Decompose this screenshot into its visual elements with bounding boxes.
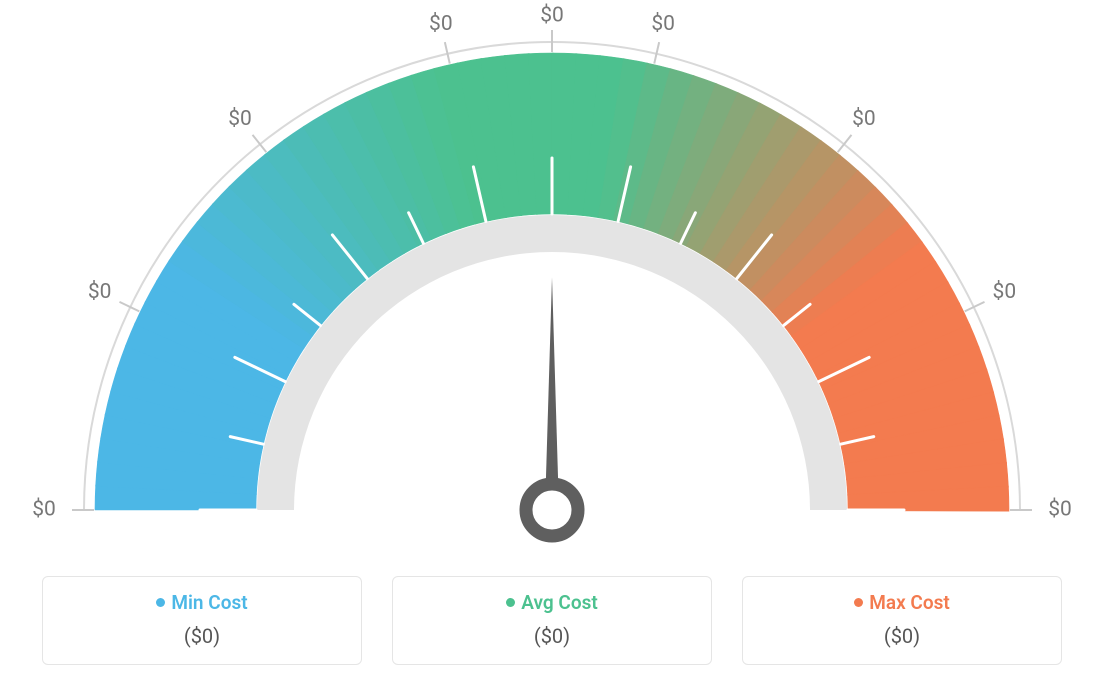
svg-text:$0: $0	[228, 107, 252, 131]
svg-text:$0: $0	[540, 4, 564, 28]
svg-text:$0: $0	[993, 280, 1017, 304]
legend-dot-avg	[506, 598, 515, 607]
gauge-chart: $0 $0 $0 $0 $0 $0 $0 $0 $0	[0, 0, 1104, 570]
legend-row: Min Cost ($0) Avg Cost ($0) Max Cost ($0…	[0, 576, 1104, 665]
legend-label-avg: Avg Cost	[521, 591, 597, 614]
svg-text:$0: $0	[429, 12, 453, 36]
svg-text:$0: $0	[852, 107, 876, 131]
legend-value-avg: ($0)	[403, 624, 701, 648]
svg-text:$0: $0	[88, 280, 112, 304]
gauge-svg: $0 $0 $0 $0 $0 $0 $0 $0 $0	[0, 0, 1104, 570]
legend-dot-min	[156, 598, 165, 607]
legend-label-min: Min Cost	[171, 591, 247, 614]
legend-title-max: Max Cost	[854, 591, 950, 614]
legend-title-avg: Avg Cost	[506, 591, 597, 614]
legend-value-min: ($0)	[53, 624, 351, 648]
legend-card-avg: Avg Cost ($0)	[392, 576, 712, 665]
legend-value-max: ($0)	[753, 624, 1051, 648]
svg-text:$0: $0	[651, 12, 675, 36]
legend-title-min: Min Cost	[156, 591, 247, 614]
svg-text:$0: $0	[32, 498, 56, 522]
legend-dot-max	[854, 598, 863, 607]
legend-card-max: Max Cost ($0)	[742, 576, 1062, 665]
legend-card-min: Min Cost ($0)	[42, 576, 362, 665]
legend-label-max: Max Cost	[869, 591, 950, 614]
svg-text:$0: $0	[1048, 498, 1072, 522]
